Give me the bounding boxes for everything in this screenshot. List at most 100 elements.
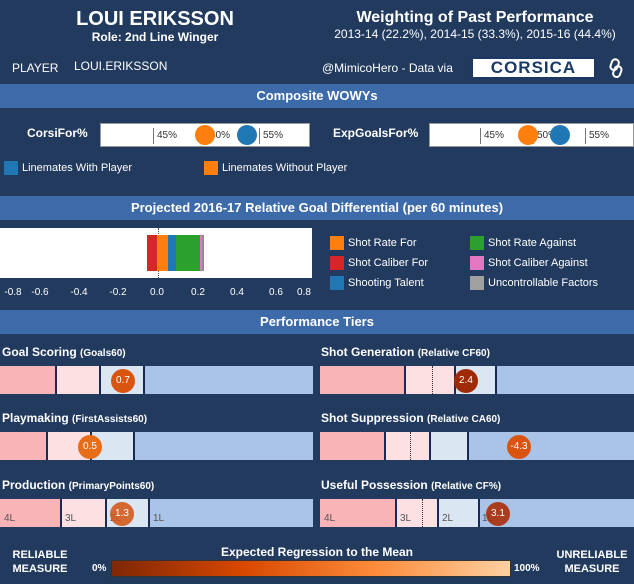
tier-title-text: Shot Suppression bbox=[321, 411, 424, 425]
bar-shot-caliber-for bbox=[147, 235, 157, 271]
tier-divider bbox=[437, 499, 439, 527]
link-icon[interactable] bbox=[607, 58, 625, 79]
tier-title-text: Useful Possession bbox=[321, 478, 428, 492]
axis-tick: -0.4 bbox=[70, 287, 88, 298]
tier-divider bbox=[495, 366, 497, 394]
tier-label: 1L bbox=[153, 513, 165, 524]
tier-3l bbox=[405, 366, 455, 394]
tier-divider bbox=[404, 366, 406, 394]
tier-2l bbox=[430, 432, 468, 460]
legend-with-label: Linemates With Player bbox=[22, 162, 133, 174]
useful-possession-value: 3.1 bbox=[486, 502, 510, 526]
tier-sub: (FirstAssists60) bbox=[72, 414, 148, 425]
tier-divider bbox=[55, 366, 57, 394]
playmaking-bar: 0.5 bbox=[0, 432, 313, 460]
xgoals-with-dot bbox=[550, 125, 570, 145]
tier-title-text: Playmaking bbox=[2, 411, 69, 425]
reliable-label-1: RELIABLE bbox=[12, 549, 68, 561]
legend-without-swatch bbox=[204, 161, 218, 175]
xgoals-tick-45 bbox=[480, 128, 481, 144]
bar-uncontrollable bbox=[202, 235, 204, 271]
bar-shooting-talent bbox=[168, 235, 176, 271]
weighting-detail: 2013-14 (22.2%), 2014-15 (33.3%), 2015-1… bbox=[334, 27, 616, 41]
legend-label: Shot Rate Against bbox=[488, 237, 577, 249]
corsi-with-dot bbox=[237, 125, 257, 145]
production-bar: 4L 3L 2L 1L 1.3 bbox=[0, 499, 313, 527]
tier-4l bbox=[320, 366, 405, 394]
xgoals-tick-55 bbox=[585, 128, 586, 144]
production-value: 1.3 bbox=[110, 502, 134, 526]
axis-tick: -0.2 bbox=[109, 287, 127, 298]
tier-divider bbox=[99, 366, 101, 394]
unreliable-label-2: MEASURE bbox=[564, 563, 620, 575]
tier-divider bbox=[133, 432, 135, 460]
corsi-tick-label: 45% bbox=[157, 130, 178, 141]
weighting-title: Weighting of Past Performance bbox=[356, 9, 594, 26]
tier-4l bbox=[320, 432, 385, 460]
tier-title-text: Goal Scoring bbox=[2, 345, 77, 359]
tier-sub: (Relative CA60) bbox=[427, 414, 501, 425]
goal-scoring-value: 0.7 bbox=[111, 369, 135, 393]
tier-4l bbox=[320, 499, 396, 527]
player-value: LOUI.ERIKSSON bbox=[74, 59, 168, 73]
projection-title: Projected 2016-17 Relative Goal Differen… bbox=[0, 196, 634, 220]
regression-min: 0% bbox=[92, 563, 107, 574]
legend-swatch bbox=[470, 256, 484, 270]
projection-plot bbox=[0, 228, 312, 278]
xgoals-tick-label: 50% bbox=[537, 130, 558, 141]
corsi-label: CorsiFor% bbox=[27, 126, 88, 140]
tier-divider bbox=[143, 366, 145, 394]
tier-4l bbox=[0, 432, 47, 460]
tier-3l bbox=[56, 366, 100, 394]
xgoals-without-dot bbox=[518, 125, 538, 145]
shot-suppression-value: -4.3 bbox=[507, 435, 531, 459]
shot-suppression-bar: -4.3 bbox=[320, 432, 634, 460]
corsica-logo[interactable]: CORSICA bbox=[471, 57, 596, 79]
legend-swatch bbox=[330, 256, 344, 270]
bar-shot-caliber-against bbox=[200, 235, 202, 271]
xgoals-box: 45% 50% 55% bbox=[429, 123, 634, 147]
corsi-box: 45% 50% 55% bbox=[100, 123, 310, 147]
xgoals-tick-label: 45% bbox=[484, 130, 505, 141]
goal-scoring-bar: 0.7 bbox=[0, 366, 313, 394]
tier-divider bbox=[478, 499, 480, 527]
useful-possession-title: Useful Possession (Relative CF%) bbox=[321, 478, 501, 492]
tiers-title: Performance Tiers bbox=[0, 310, 634, 334]
tier-4l bbox=[0, 366, 56, 394]
shot-generation-bar: 2.4 bbox=[320, 366, 634, 394]
tier-2l bbox=[438, 499, 479, 527]
tier-sub: (Relative CF%) bbox=[431, 481, 502, 492]
logo-text: CORSICA bbox=[490, 58, 577, 77]
legend-label: Shot Rate For bbox=[348, 237, 417, 249]
tier-divider bbox=[148, 499, 150, 527]
axis-tick: 0.6 bbox=[269, 287, 283, 298]
shot-suppression-title: Shot Suppression (Relative CA60) bbox=[321, 411, 500, 425]
legend-swatch bbox=[330, 236, 344, 250]
goal-scoring-title: Goal Scoring (Goals60) bbox=[2, 345, 126, 359]
legend-label: Shooting Talent bbox=[348, 277, 424, 289]
bar-shot-rate-against bbox=[176, 235, 200, 271]
reliable-label-2: MEASURE bbox=[12, 563, 68, 575]
wowy-title: Composite WOWYs bbox=[0, 84, 634, 108]
legend-without-label: Linemates Without Player bbox=[222, 162, 348, 174]
tier-3l bbox=[396, 499, 438, 527]
shot-generation-value: 2.4 bbox=[454, 369, 478, 393]
regression-title: Expected Regression to the Mean bbox=[220, 545, 414, 559]
bar-shot-rate-for bbox=[157, 235, 168, 271]
tier-label: 3L bbox=[65, 513, 77, 524]
tier-divider bbox=[429, 432, 431, 460]
legend-label: Shot Caliber Against bbox=[488, 257, 588, 269]
tier-divider bbox=[105, 499, 107, 527]
playmaking-value: 0.5 bbox=[78, 435, 102, 459]
corsi-tick-label: 50% bbox=[210, 130, 231, 141]
tier-3l bbox=[385, 432, 430, 460]
axis-tick: 0.4 bbox=[230, 287, 244, 298]
tier-mean bbox=[422, 499, 423, 527]
corsi-tick-55 bbox=[259, 128, 260, 144]
xgoals-tick-label: 55% bbox=[589, 130, 610, 141]
tier-divider bbox=[395, 499, 397, 527]
tier-divider bbox=[46, 432, 48, 460]
xgoals-label: ExpGoalsFor% bbox=[333, 126, 419, 140]
tier-divider bbox=[384, 432, 386, 460]
tier-4l bbox=[0, 499, 61, 527]
